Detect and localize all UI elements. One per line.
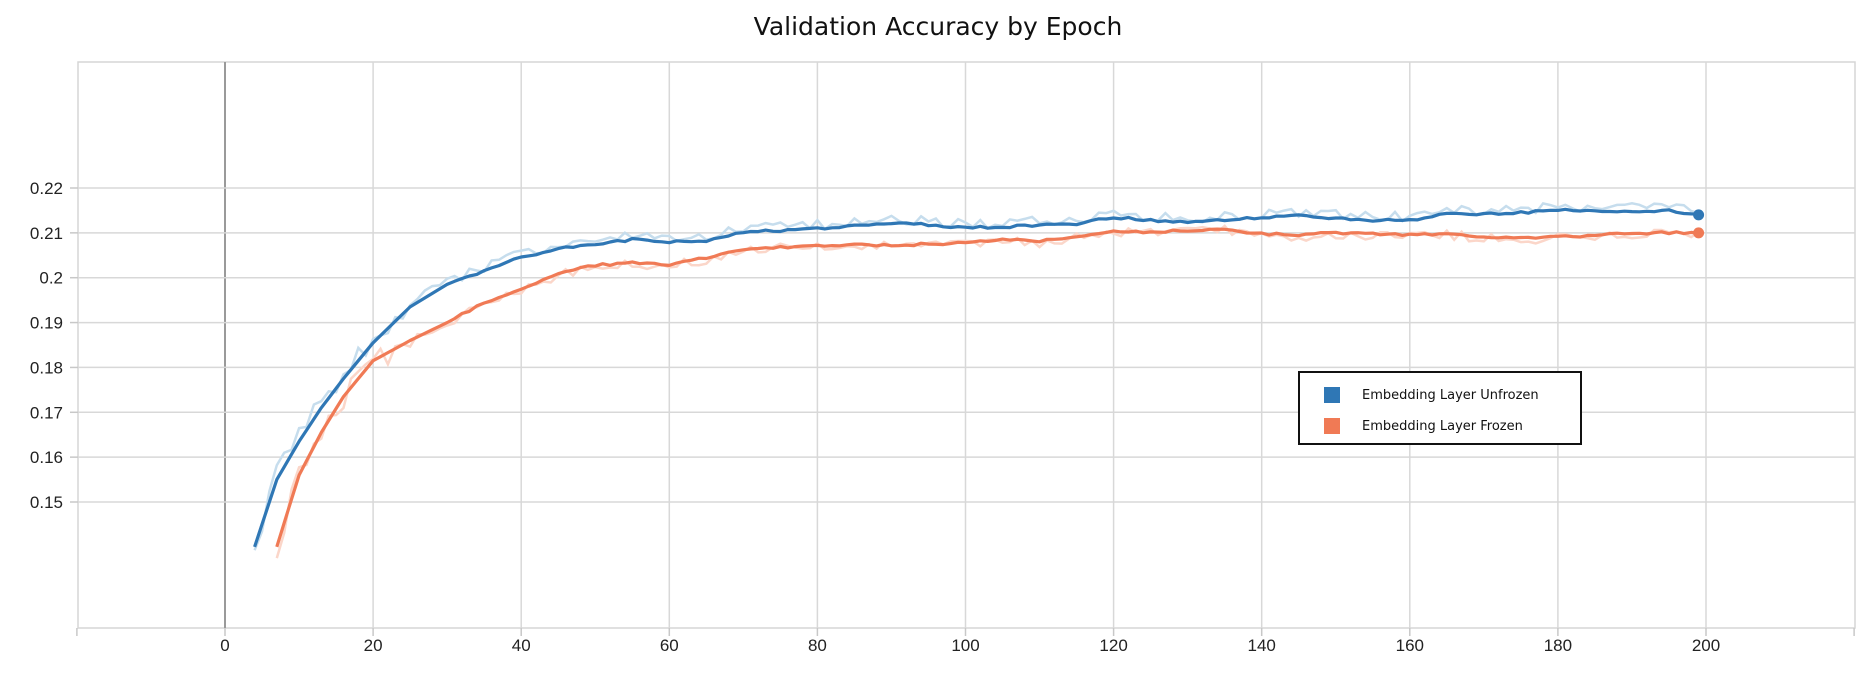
- y-tick-label: 0.17: [30, 403, 63, 422]
- y-tick-label: 0.2: [39, 269, 63, 288]
- x-tick-label: 100: [951, 636, 979, 655]
- y-tick-label: 0.18: [30, 358, 63, 377]
- series-line: [275, 227, 1699, 548]
- x-tick-label: 180: [1544, 636, 1572, 655]
- x-tick-label: 80: [808, 636, 827, 655]
- series-end-marker: [1693, 209, 1705, 221]
- x-tick-label: 120: [1099, 636, 1127, 655]
- legend-item-frozen[interactable]: Embedding Layer Frozen: [1324, 416, 1523, 436]
- x-tick-label: 140: [1248, 636, 1276, 655]
- legend-label-unfrozen: Embedding Layer Unfrozen: [1362, 387, 1539, 403]
- y-tick-label: 0.15: [30, 493, 63, 512]
- x-tick-label: 200: [1692, 636, 1720, 655]
- x-tick-label: 160: [1396, 636, 1424, 655]
- series-raw-line: [253, 202, 1699, 551]
- legend-label-frozen: Embedding Layer Frozen: [1362, 418, 1523, 434]
- chart-title: Validation Accuracy by Epoch: [753, 12, 1123, 41]
- legend-swatch-unfrozen: [1324, 387, 1340, 403]
- grid-layer: [77, 61, 1856, 629]
- x-tick-label: 40: [512, 636, 531, 655]
- x-tick-label: 20: [364, 636, 383, 655]
- series-line: [253, 207, 1699, 548]
- smoothed-series-layer: [253, 207, 1705, 548]
- tick-label-layer: 0 20 40 60 80 100 120 140 160 180 200 0.15 0.16 0.17 0…: [30, 179, 1720, 655]
- x-tick-label: 60: [660, 636, 679, 655]
- legend: Embedding Layer Unfrozen Embedding Layer…: [1298, 371, 1582, 445]
- plot-frame: [77, 61, 1856, 629]
- y-tick-label: 0.16: [30, 448, 63, 467]
- series-end-marker: [1693, 227, 1705, 239]
- x-tick-label: 0: [220, 636, 229, 655]
- y-tick-label: 0.21: [30, 224, 63, 243]
- axis-layer: [70, 187, 1855, 636]
- legend-item-unfrozen[interactable]: Embedding Layer Unfrozen: [1324, 385, 1539, 405]
- y-tick-label: 0.19: [30, 314, 63, 333]
- y-tick-label: 0.22: [30, 179, 63, 198]
- legend-swatch-frozen: [1324, 418, 1340, 434]
